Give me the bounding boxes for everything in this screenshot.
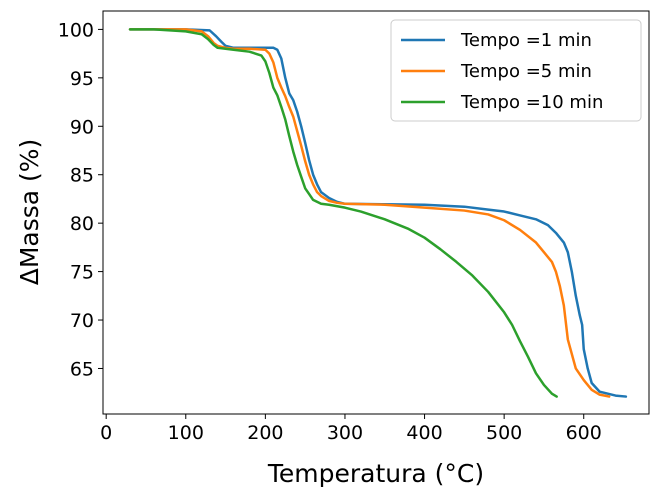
x-tick-label: 0 — [100, 422, 112, 444]
x-tick-label: 500 — [486, 422, 522, 444]
y-tick-label: 75 — [70, 262, 94, 284]
y-axis-title: ΔMassa (%) — [15, 139, 44, 286]
y-axis: 65 70 75 80 85 90 95 100 — [58, 19, 103, 380]
legend-frame — [390, 19, 642, 122]
y-tick-label: 90 — [70, 116, 94, 138]
x-tick-label: 100 — [168, 422, 204, 444]
x-tick-label: 600 — [566, 422, 602, 444]
y-tick-label: 95 — [70, 68, 94, 90]
x-tick-label: 200 — [247, 422, 283, 444]
legend-label-3: Tempo =10 min — [460, 92, 603, 113]
legend-label-1: Tempo =1 min — [460, 30, 592, 51]
y-tick-label: 70 — [70, 310, 94, 332]
series-layer — [128, 28, 628, 398]
x-tick-label: 300 — [327, 422, 363, 444]
y-tick-label: 65 — [70, 358, 94, 380]
x-tick-label: 400 — [406, 422, 442, 444]
series-line-3 — [128, 28, 558, 398]
y-tick-label: 100 — [58, 19, 94, 41]
x-axis-title: Temperatura (°C) — [267, 459, 484, 488]
legend-label-2: Tempo =5 min — [460, 61, 592, 82]
y-tick-label: 80 — [70, 213, 94, 235]
y-tick-label: 85 — [70, 165, 94, 187]
legend: Tempo =1 min Tempo =5 min Tempo =10 min — [390, 19, 642, 122]
plot-frame — [102, 10, 650, 415]
x-axis: 0 100 200 300 400 500 600 — [100, 414, 602, 444]
